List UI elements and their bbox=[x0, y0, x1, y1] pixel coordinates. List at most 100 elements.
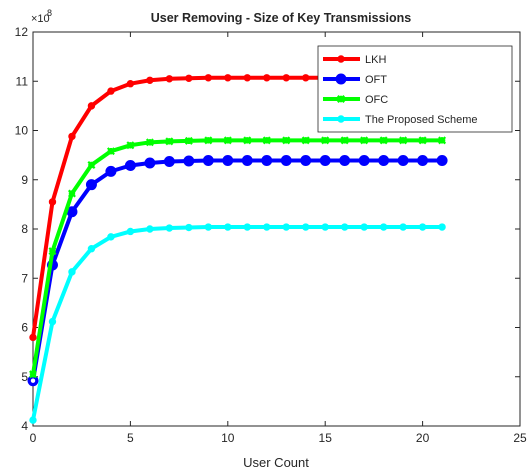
data-point bbox=[68, 132, 76, 141]
data-point bbox=[184, 136, 193, 145]
legend-label: OFC bbox=[365, 94, 388, 106]
x-tick-label: 25 bbox=[513, 431, 527, 445]
data-point bbox=[224, 223, 232, 231]
data-point bbox=[67, 189, 76, 198]
y-tick-label: 5 bbox=[21, 370, 28, 384]
y-exponent-power: 8 bbox=[47, 8, 52, 18]
data-point bbox=[438, 136, 447, 145]
legend: LKH OFT OFC The Proposed Scheme bbox=[317, 45, 513, 133]
data-point bbox=[436, 155, 448, 167]
series-2 bbox=[29, 136, 447, 379]
legend-label: OFT bbox=[365, 74, 387, 86]
data-point bbox=[243, 223, 251, 231]
data-point bbox=[263, 74, 271, 82]
y-tick-label: 12 bbox=[15, 25, 29, 39]
data-point bbox=[263, 223, 271, 231]
y-tick-label: 7 bbox=[21, 271, 28, 285]
data-point bbox=[48, 247, 57, 256]
series-line bbox=[31, 138, 443, 375]
data-point bbox=[321, 223, 329, 231]
data-point bbox=[261, 155, 273, 167]
data-point bbox=[340, 223, 349, 231]
x-axis-label: User Count bbox=[243, 455, 309, 470]
legend-item: LKH bbox=[323, 54, 386, 66]
data-point bbox=[126, 141, 135, 150]
legend-label: LKH bbox=[365, 54, 386, 66]
data-point bbox=[321, 136, 330, 145]
data-point bbox=[146, 76, 154, 84]
data-point bbox=[48, 317, 57, 326]
data-point bbox=[360, 136, 369, 145]
y-exponent-base: ×10 bbox=[31, 13, 50, 25]
data-point bbox=[145, 138, 154, 147]
y-tick-label: 11 bbox=[16, 74, 29, 88]
chart-title: User Removing - Size of Key Transmission… bbox=[151, 11, 412, 25]
data-point bbox=[146, 225, 154, 233]
y-exponent-label: ×10 8 bbox=[31, 8, 52, 25]
data-point bbox=[144, 157, 156, 169]
data-point bbox=[165, 137, 174, 146]
data-point bbox=[417, 155, 429, 167]
data-point bbox=[87, 160, 96, 169]
data-point bbox=[224, 74, 232, 82]
data-point bbox=[183, 155, 195, 167]
data-point bbox=[126, 227, 135, 236]
x-tick-label: 0 bbox=[30, 431, 37, 445]
data-point bbox=[243, 74, 251, 82]
y-tick-label: 4 bbox=[21, 419, 28, 433]
x-tick-label: 20 bbox=[416, 431, 430, 445]
legend-marker bbox=[337, 95, 345, 103]
data-point bbox=[302, 223, 310, 231]
data-point bbox=[204, 136, 213, 145]
legend-marker bbox=[337, 115, 345, 123]
data-point bbox=[241, 155, 253, 167]
data-point bbox=[163, 156, 175, 168]
data-point bbox=[48, 198, 57, 206]
data-point bbox=[68, 268, 76, 276]
data-point bbox=[300, 155, 312, 167]
legend-item: The Proposed Scheme bbox=[323, 114, 478, 126]
data-point bbox=[107, 87, 115, 95]
data-point bbox=[222, 155, 234, 167]
data-point bbox=[302, 74, 310, 82]
data-point bbox=[301, 136, 310, 145]
data-point bbox=[106, 147, 115, 156]
x-axis: 0 5 10 15 20 25 bbox=[30, 32, 527, 445]
data-point bbox=[282, 74, 290, 82]
data-point bbox=[262, 136, 271, 145]
data-point bbox=[378, 155, 390, 167]
data-point bbox=[399, 223, 407, 231]
legend-marker bbox=[337, 55, 345, 63]
data-point bbox=[399, 136, 408, 145]
y-tick-label: 10 bbox=[15, 124, 29, 138]
data-point-highlight bbox=[30, 378, 36, 383]
x-tick-label: 10 bbox=[221, 431, 235, 445]
data-point bbox=[124, 159, 136, 171]
data-point bbox=[339, 155, 351, 167]
data-point bbox=[379, 223, 388, 231]
data-point bbox=[282, 223, 290, 231]
data-point bbox=[379, 136, 388, 145]
data-point bbox=[319, 155, 331, 167]
data-point bbox=[358, 155, 370, 167]
data-point bbox=[87, 102, 96, 110]
data-point bbox=[185, 223, 193, 232]
data-point bbox=[29, 370, 37, 379]
data-point bbox=[185, 74, 193, 82]
data-point bbox=[165, 75, 174, 83]
data-point bbox=[165, 224, 174, 232]
legend-marker bbox=[335, 73, 347, 85]
data-point bbox=[85, 179, 97, 191]
data-point bbox=[204, 223, 213, 231]
data-point bbox=[397, 155, 409, 167]
y-tick-label: 8 bbox=[21, 222, 28, 236]
series-3 bbox=[29, 223, 446, 424]
data-point bbox=[202, 155, 214, 167]
data-point bbox=[282, 136, 291, 145]
data-point bbox=[243, 136, 252, 145]
y-tick-label: 9 bbox=[21, 173, 28, 187]
data-point bbox=[107, 233, 115, 241]
data-point bbox=[418, 223, 427, 231]
data-point bbox=[360, 223, 368, 231]
data-point bbox=[340, 136, 349, 145]
